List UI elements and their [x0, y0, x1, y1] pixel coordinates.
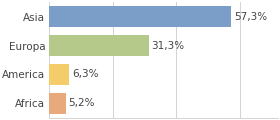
Text: 6,3%: 6,3% [72, 69, 98, 79]
Text: 31,3%: 31,3% [151, 41, 185, 51]
Bar [49, 35, 149, 56]
Bar [49, 6, 231, 27]
Text: 57,3%: 57,3% [234, 12, 267, 22]
Text: 5,2%: 5,2% [68, 98, 95, 108]
Bar [49, 64, 69, 85]
Bar [49, 93, 66, 114]
